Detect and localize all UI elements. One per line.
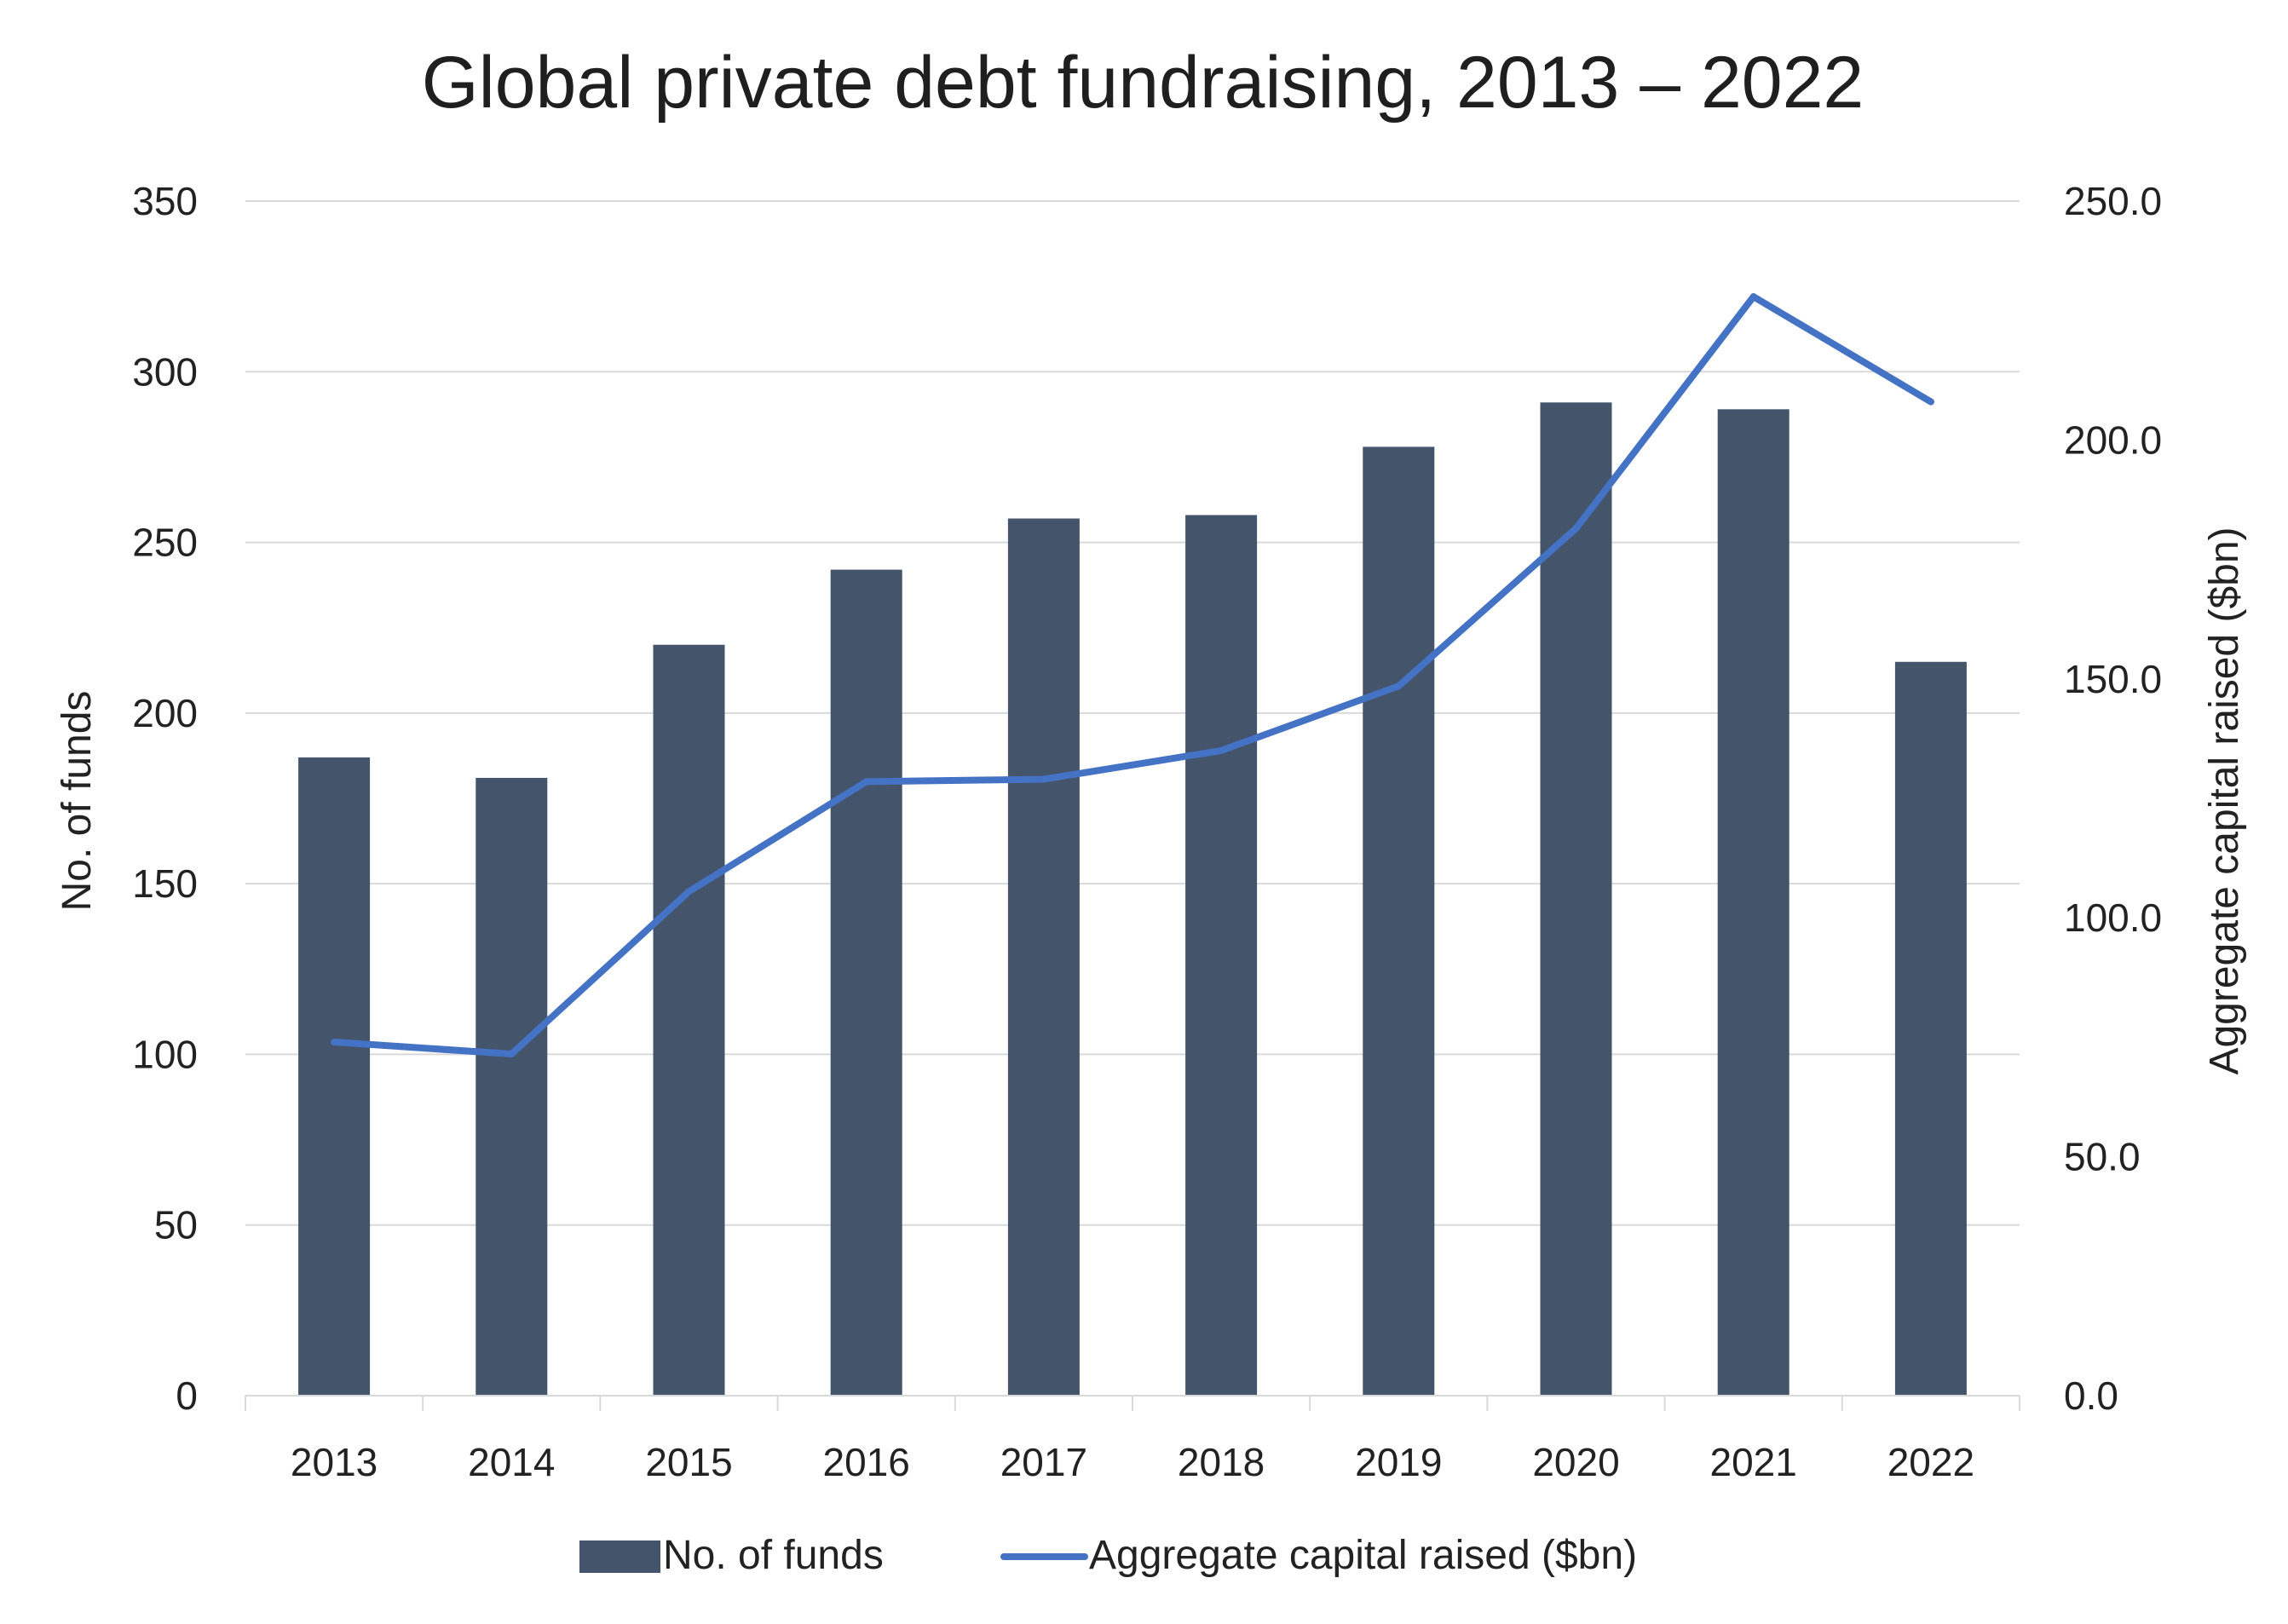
left-tick-label: 350	[132, 179, 198, 223]
x-tick-label: 2022	[1887, 1440, 1974, 1484]
legend-label-line: Aggregate capital raised ($bn)	[1089, 1533, 1637, 1578]
line-point-2018	[1218, 746, 1225, 754]
capital-line	[331, 293, 1934, 1058]
left-y-axis-ticks: 0 50 100 150 200 250 300 350	[132, 179, 198, 1418]
bar-2016	[830, 569, 902, 1396]
line-point-2022	[1927, 398, 1934, 406]
legend: No. of funds Aggregate capital raised ($…	[579, 1533, 1637, 1578]
bar-2021	[1717, 409, 1789, 1396]
left-tick-label: 300	[132, 349, 198, 394]
x-tick-label: 2014	[468, 1440, 555, 1484]
legend-label-bars: No. of funds	[663, 1533, 884, 1578]
bar-2018	[1185, 515, 1258, 1397]
line-point-2020	[1572, 525, 1580, 533]
right-tick-label: 0.0	[2064, 1373, 2118, 1418]
bar-2019	[1363, 446, 1435, 1397]
left-tick-label: 150	[132, 861, 198, 906]
left-tick-label: 0	[176, 1373, 198, 1418]
right-tick-label: 250.0	[2064, 179, 2162, 223]
x-tick-label: 2015	[645, 1440, 732, 1484]
left-tick-label: 200	[132, 691, 198, 735]
right-tick-label: 150.0	[2064, 657, 2162, 701]
right-y-axis-ticks: 0.0 50.0 100.0 150.0 200.0 250.0	[2064, 179, 2162, 1418]
right-tick-label: 100.0	[2064, 896, 2162, 940]
x-tick-label: 2013	[291, 1440, 377, 1484]
bar-series-no-of-funds	[298, 402, 1967, 1397]
x-tick-label: 2019	[1355, 1440, 1442, 1484]
x-axis	[245, 1395, 2020, 1411]
bar-2020	[1540, 402, 1612, 1396]
bar-2022	[1894, 661, 1967, 1396]
x-tick-label: 2018	[1178, 1440, 1265, 1484]
line-point-2017	[1040, 775, 1047, 783]
line-point-2016	[862, 778, 870, 786]
left-tick-label: 250	[132, 521, 198, 565]
bar-2015	[653, 644, 725, 1396]
right-axis-title: Aggregate capital raised ($bn)	[2202, 527, 2247, 1074]
left-axis-title: No. of funds	[55, 691, 100, 912]
line-point-2019	[1395, 682, 1403, 690]
line-point-2021	[1749, 293, 1757, 301]
right-tick-label: 50.0	[2064, 1135, 2141, 1179]
x-axis-ticks: 2013 2014 2015 2016 2017 2018 2019 2020 2021 2022	[291, 1440, 1974, 1484]
right-tick-label: 200.0	[2064, 418, 2162, 462]
bar-2013	[298, 757, 371, 1396]
chart-title: Global private debt fundraising, 2013 – …	[422, 42, 1864, 124]
legend-bar-swatch	[579, 1540, 660, 1573]
x-tick-label: 2021	[1710, 1440, 1797, 1484]
line-series-aggregate-capital	[331, 293, 1934, 1058]
line-point-2015	[685, 888, 693, 896]
line-point-2014	[508, 1051, 516, 1058]
left-tick-label: 50	[154, 1203, 198, 1247]
x-tick-label: 2020	[1532, 1440, 1619, 1484]
line-point-2013	[331, 1039, 338, 1046]
x-tick-label: 2017	[1000, 1440, 1087, 1484]
left-tick-label: 100	[132, 1032, 198, 1076]
bar-2014	[475, 777, 548, 1396]
x-tick-label: 2016	[823, 1440, 910, 1484]
bar-2017	[1007, 518, 1080, 1396]
